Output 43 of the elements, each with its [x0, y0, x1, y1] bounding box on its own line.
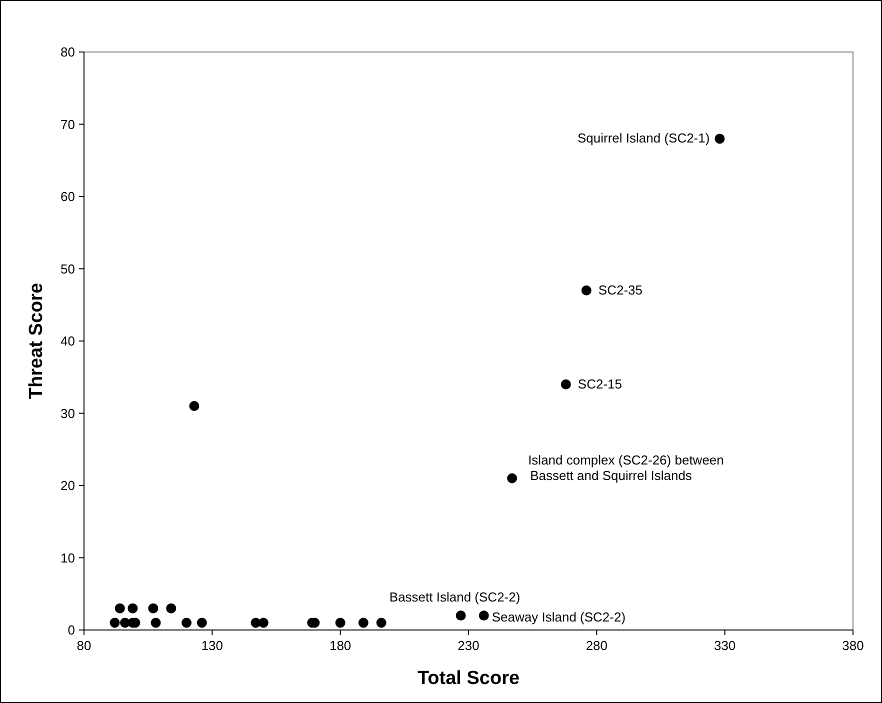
- point: [150, 618, 161, 628]
- point: [456, 610, 466, 621]
- y-tick-label: 0: [68, 622, 75, 638]
- x-tick-label: 330: [714, 638, 736, 653]
- point: [196, 618, 207, 628]
- point: [148, 603, 158, 614]
- annotation: SC2-15: [578, 376, 622, 392]
- annotation: Squirrel Island (SC2-1): [577, 130, 710, 146]
- annotation: SC2-35: [598, 282, 642, 298]
- point: [358, 618, 368, 628]
- x-tick-label: 280: [586, 638, 608, 653]
- y-tick-label: 80: [60, 44, 75, 60]
- x-tick-label: 180: [329, 638, 352, 653]
- x-tick-label: 80: [76, 638, 92, 653]
- y-tick-label: 20: [60, 478, 75, 494]
- x-tick-label: 380: [842, 638, 864, 653]
- annotation: Island complex (SC2-26) between Bassett and Squirrel Islands: [528, 452, 724, 483]
- point: [110, 618, 120, 628]
- x-tick-label: 130: [201, 638, 224, 653]
- y-tick-label: 50: [60, 261, 75, 276]
- point: [560, 379, 571, 390]
- annotation: Seaway Island (SC2-2): [492, 610, 626, 625]
- point: [714, 134, 725, 144]
- point: [335, 618, 346, 628]
- y-tick-label: 30: [60, 406, 75, 421]
- y-tick-label: 70: [60, 116, 75, 132]
- point: [114, 603, 125, 614]
- y-axis-title: Threat Score: [26, 282, 47, 400]
- point: [128, 603, 138, 614]
- point: [581, 285, 592, 296]
- point: [376, 618, 386, 628]
- point: [189, 401, 200, 412]
- y-tick-label: 60: [60, 189, 75, 204]
- y-tick-label: 40: [60, 334, 75, 349]
- y-tick-label: 10: [60, 550, 75, 566]
- point: [507, 473, 518, 484]
- annotation: Bassett Island (SC2-2): [389, 590, 520, 605]
- point: [258, 618, 268, 628]
- x-tick-label: 230: [458, 638, 480, 653]
- x-axis-title: Total Score: [417, 668, 520, 689]
- point: [166, 603, 176, 614]
- point: [478, 610, 489, 621]
- point: [182, 618, 192, 628]
